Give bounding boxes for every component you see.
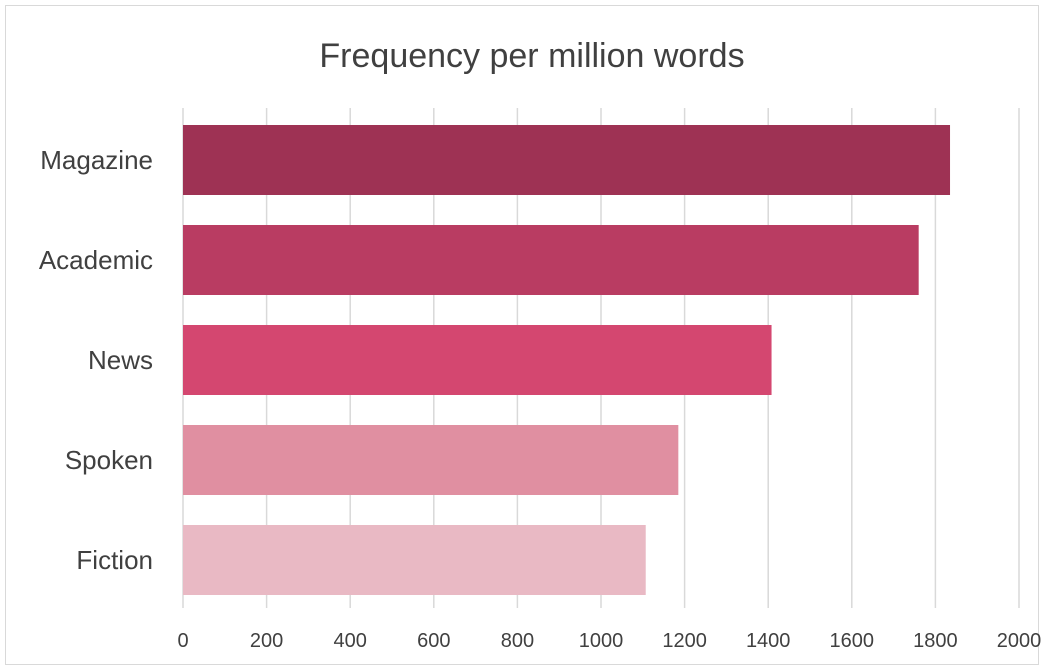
x-tick-label: 1600: [830, 630, 875, 652]
x-tick-label: 1400: [746, 630, 791, 652]
category-label: Magazine: [40, 145, 153, 175]
category-label: Academic: [39, 245, 153, 275]
x-tick-label: 1000: [579, 630, 624, 652]
bars: [183, 125, 951, 595]
bar-fiction: [183, 525, 646, 595]
x-tick-label: 200: [250, 630, 283, 652]
bar-magazine: [183, 125, 951, 195]
x-tick-label: 1800: [913, 630, 958, 652]
x-tick-label: 0: [177, 630, 188, 652]
bar-academic: [183, 225, 919, 295]
bar-news: [183, 325, 772, 395]
x-tick-label: 800: [501, 630, 534, 652]
category-label: Fiction: [76, 545, 153, 575]
x-tick-label: 1200: [662, 630, 707, 652]
category-label: Spoken: [65, 445, 153, 475]
x-tick-label: 600: [417, 630, 450, 652]
x-tick-label: 2000: [997, 630, 1042, 652]
category-labels: Magazine Academic News Spoken Fiction: [39, 145, 153, 575]
bar-spoken: [183, 425, 679, 495]
x-axis-tick-labels: 0 200 400 600 800 1000 1200 1400 1600 1800 2000: [177, 630, 1041, 652]
chart-title: Frequency per million words: [319, 37, 744, 75]
x-tick-label: 400: [334, 630, 367, 652]
category-label: News: [88, 345, 153, 375]
